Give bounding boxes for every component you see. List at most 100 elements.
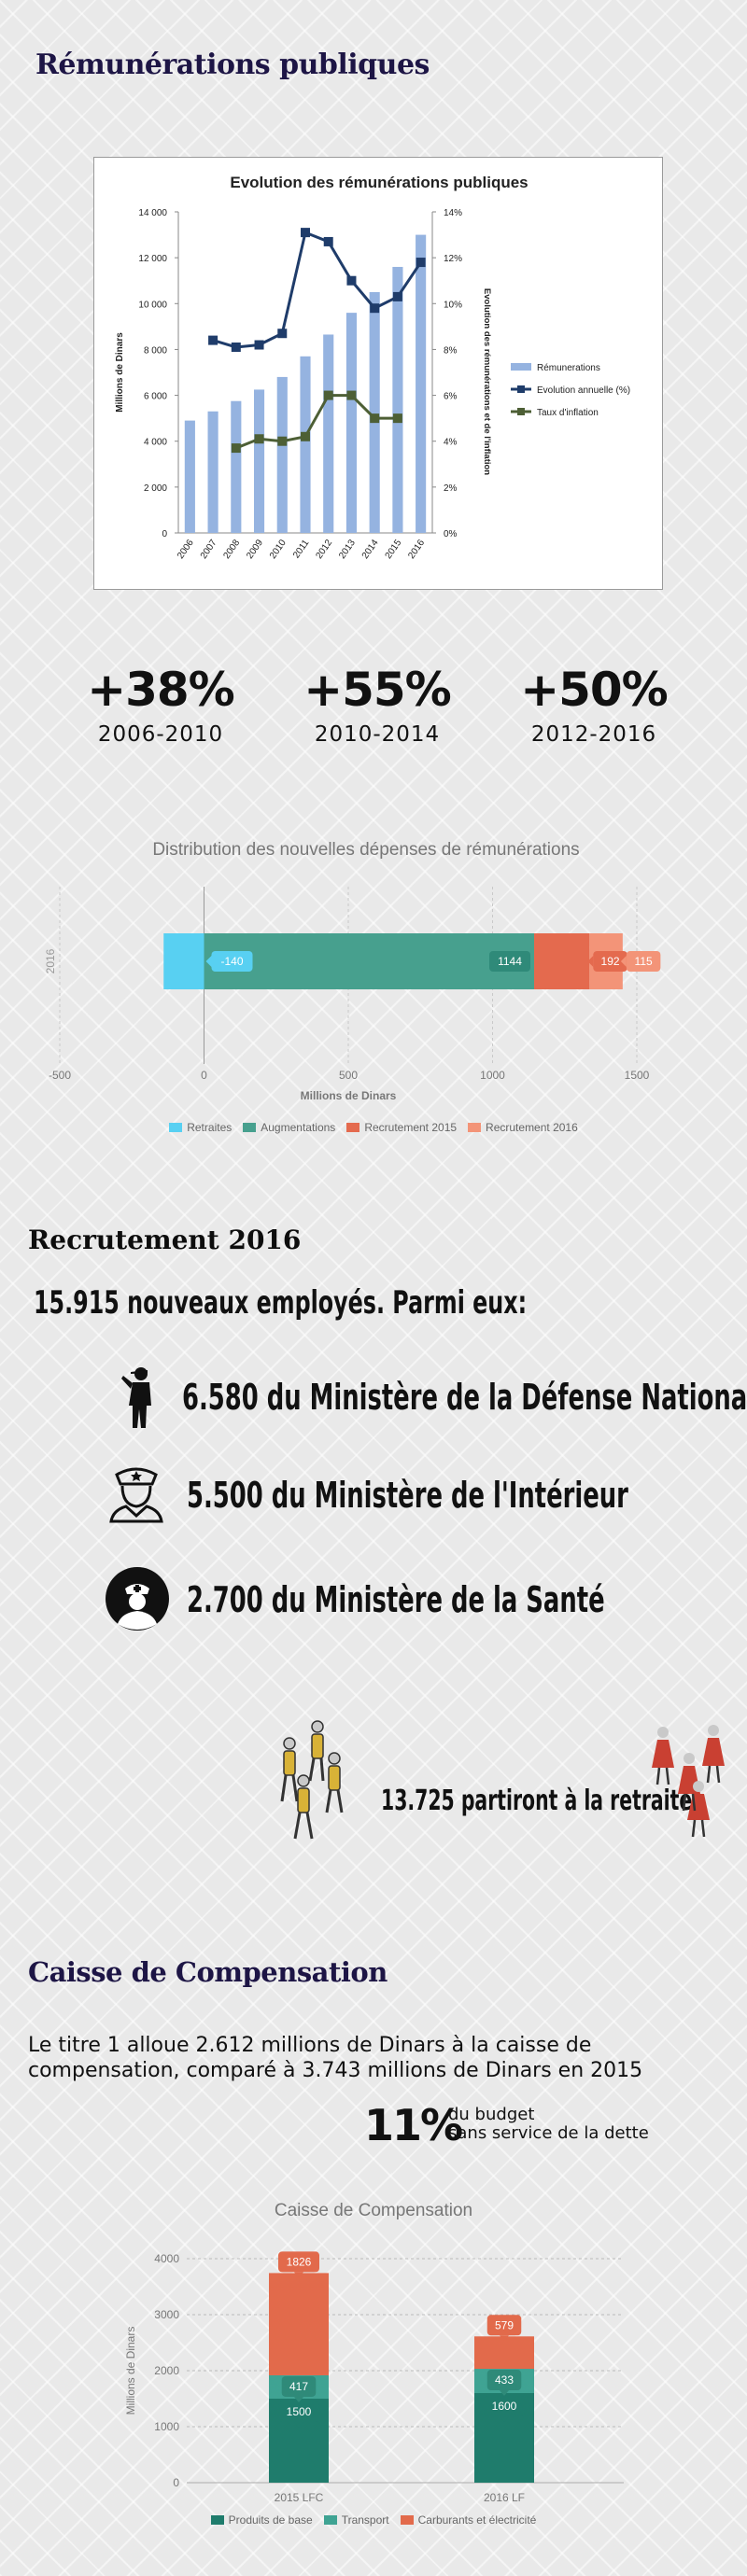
compensation-pct-line-2: sans service de la dette (448, 2123, 649, 2143)
legend-item: Augmentations (243, 1121, 335, 1134)
label-augmentations-text: 1144 (498, 955, 522, 968)
point-evolution-annuelle (323, 236, 333, 246)
bar-remunerations (231, 400, 242, 533)
x-tick-label: 2015 (384, 538, 404, 561)
bar-remunerations (392, 266, 403, 533)
chart-distribution-legend: Retraites Augmentations Recrutement 2015 Re… (0, 1118, 747, 1136)
line-evolution-annuelle (212, 231, 422, 349)
point-inflation (392, 413, 402, 424)
label-retraites: -140 (205, 951, 253, 972)
recrutement-intro-wrap: 15.915 nouveaux employés. Parmi eux: (34, 1284, 738, 1322)
chart-compensation-legend: Produits de base Transport Carburants et é… (0, 2511, 747, 2528)
x-tick-label: 2008 (222, 538, 243, 561)
x-tick-label: 2016 (406, 538, 427, 561)
legend-swatch (468, 1123, 482, 1132)
point-inflation (301, 431, 310, 441)
data-label: 1500 (278, 2401, 319, 2428)
label-recrutement-2015-box (593, 951, 627, 972)
legend-item: Produits de base (210, 2513, 313, 2527)
point-evolution-annuelle (392, 291, 402, 301)
stat-2-period: 2010-2014 (314, 722, 441, 747)
data-label: 433 (486, 2370, 522, 2397)
label-recrutement-2016-box (626, 951, 661, 972)
police-icon (106, 1462, 167, 1523)
retraite-text-wrap: 13.725 partiront à la retraite. (381, 1785, 747, 1818)
section-title-compensation: Caisse de Compensation (28, 1956, 388, 1988)
y-tick-label: 4000 (154, 2252, 179, 2265)
stat-2-value: +55% (303, 663, 452, 717)
x-tick-label: 500 (339, 1069, 358, 1082)
legend-label: Carburants et électricité (417, 2513, 537, 2527)
compensation-pct-text: du budget sans service de la dette (448, 2106, 649, 2143)
stat-3-value: +50% (520, 663, 669, 717)
x-tick-label: 2014 (360, 538, 381, 561)
stat-1-value: +38% (87, 663, 235, 717)
retirees-group-icon (261, 1715, 364, 1846)
legend-label: Transport (341, 2513, 389, 2527)
stat-1: +38% 2006-2010 (53, 663, 268, 747)
y2-tick-label: 0% (444, 529, 458, 539)
point-inflation (370, 413, 380, 424)
y-tick-label: 0 (162, 529, 167, 539)
point-inflation (323, 390, 333, 400)
legend-label: Taux d'inflation (537, 408, 599, 418)
legend-label: Recrutement 2016 (486, 1121, 578, 1134)
y-tick-label: 6 000 (144, 392, 167, 402)
legend-label: Retraites (187, 1121, 233, 1134)
legend-label: Produits de base (228, 2513, 313, 2527)
data-label-text: 433 (495, 2373, 514, 2387)
x-tick-label: 2011 (291, 538, 312, 560)
chart-remunerations: Evolution des rémunérations publiques 0 2 … (115, 174, 630, 561)
data-label-box (278, 2251, 319, 2273)
point-inflation (231, 443, 241, 454)
legend-swatch (169, 1123, 183, 1132)
legend-label: Rémunerations (537, 363, 600, 373)
chart-compensation-title: Caisse de Compensation (275, 2201, 472, 2220)
label-recrutement-2016: 115 (620, 951, 661, 972)
y2-axis-label: Evolution des rémunérations et de l'infl… (482, 288, 492, 475)
legend-marker (517, 385, 525, 393)
data-label-box (281, 2375, 317, 2397)
x-tick-label: 2010 (268, 538, 289, 561)
data-label: 417 (281, 2375, 317, 2402)
x-tick-label: 1500 (625, 1069, 650, 1082)
chart-remunerations-box: Evolution des rémunérations publiques 0 2 … (93, 157, 663, 590)
label-recrutement-2015-text: 192 (601, 955, 620, 968)
bar-remunerations (253, 389, 265, 533)
bar-carburants-et-lectricit--0 (269, 2273, 329, 2375)
y-tick-label: 14 000 (138, 208, 167, 218)
y-axis-label: Millions de Dinars (115, 332, 125, 413)
chart-remunerations-title: Evolution des rémunérations publiques (230, 174, 528, 191)
data-label-pointer (500, 2416, 509, 2422)
point-evolution-annuelle (301, 228, 310, 238)
legend-swatch (346, 1123, 360, 1132)
bar-recrutement-2015 (533, 933, 590, 989)
label-augmentations-box (488, 951, 530, 972)
section-title-recrutement: Recrutement 2016 (28, 1225, 302, 1255)
data-label-text: 579 (495, 2318, 514, 2331)
legend-swatch (323, 2515, 337, 2525)
bar-remunerations (276, 376, 288, 533)
data-label-pointer (294, 2396, 303, 2402)
recrutement-intro: 15.915 nouveaux employés. Parmi eux: (34, 1284, 528, 1322)
legend-label: Recrutement 2015 (364, 1121, 458, 1134)
point-inflation (346, 390, 357, 400)
legend-label: Evolution annuelle (%) (537, 385, 630, 396)
recrutement-item-3-wrap: 2.700 du Ministère de la Santé (187, 1579, 747, 1622)
legend-marker (517, 408, 525, 415)
label-retraites-box (211, 951, 253, 972)
point-evolution-annuelle (277, 329, 288, 339)
stat-3: +50% 2012-2016 (486, 663, 701, 747)
y2-tick-label: 4% (444, 438, 458, 448)
y-category-label: 2016 (44, 948, 57, 973)
y-tick-label: 12 000 (138, 254, 167, 264)
y-tick-label: 0 (173, 2476, 179, 2489)
x-tick-label: 1000 (480, 1069, 505, 1082)
recrutement-item-2: 5.500 du Ministère de l'Intérieur (187, 1475, 628, 1516)
y-tick-label: 2000 (154, 2364, 179, 2377)
x-tick-label: 2009 (245, 538, 265, 561)
point-evolution-annuelle (231, 342, 241, 352)
data-label-pointer (500, 2390, 509, 2397)
retraite-text: 13.725 partiront à la retraite. (381, 1785, 699, 1817)
y-tick-label: 4 000 (144, 438, 167, 448)
